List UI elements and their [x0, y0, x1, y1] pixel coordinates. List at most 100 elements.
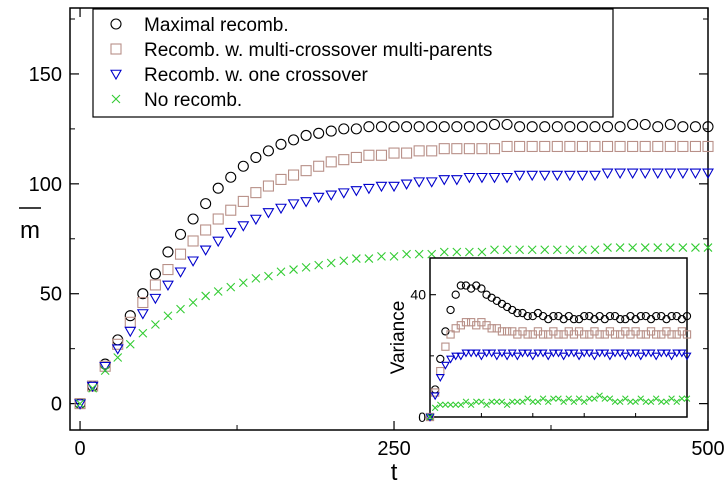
inset-data-point — [589, 352, 600, 361]
data-point — [539, 140, 551, 153]
inset-data-point — [467, 401, 475, 409]
data-point — [100, 366, 110, 376]
data-point — [551, 170, 564, 182]
inset-data-point — [440, 361, 450, 370]
data-point — [526, 170, 539, 182]
data-point — [450, 175, 463, 186]
data-point — [350, 186, 363, 197]
data-point — [275, 138, 287, 150]
legend-label: Recomb. w. multi-crossover multi-parents — [144, 40, 492, 61]
data-point — [212, 236, 225, 248]
data-point — [490, 245, 499, 255]
data-point — [163, 311, 173, 321]
data-point — [414, 249, 424, 259]
data-point — [401, 147, 413, 159]
data-point — [476, 143, 488, 155]
data-point — [99, 361, 112, 373]
data-point — [578, 245, 587, 255]
data-point — [375, 149, 388, 161]
inset-data-point — [667, 352, 677, 361]
inset-data-point — [610, 330, 620, 339]
inset-data-point — [498, 398, 506, 405]
data-point — [325, 125, 337, 137]
main-plot-area: 0 250 500 0 50 100 150 t m — [19, 7, 725, 486]
data-point — [314, 260, 324, 270]
data-point — [264, 271, 273, 281]
data-point — [438, 175, 451, 186]
data-point — [653, 243, 663, 252]
inset-data-point — [446, 355, 456, 364]
data-point — [476, 121, 488, 133]
inset-data-point — [636, 330, 645, 339]
legend-marker — [111, 94, 121, 104]
inset-data-point — [550, 395, 557, 402]
inset-data-point — [652, 311, 661, 321]
inset-data-point — [528, 352, 538, 361]
data-point — [526, 140, 538, 153]
inset-data-point — [580, 311, 589, 321]
data-point — [275, 203, 287, 215]
inset-data-point — [682, 352, 692, 361]
data-point — [337, 188, 350, 199]
data-point — [628, 243, 638, 252]
inset-data-point — [560, 398, 567, 405]
data-point — [689, 168, 702, 179]
inset-data-point — [580, 398, 588, 405]
inset-data-point — [652, 330, 661, 339]
data-point — [514, 121, 526, 133]
data-point — [212, 182, 224, 194]
inset-data-point — [478, 398, 485, 405]
data-point — [364, 254, 374, 263]
data-point — [86, 381, 99, 393]
data-point — [402, 249, 411, 259]
data-point — [678, 243, 688, 252]
inset-data-point — [596, 392, 603, 399]
inset-y-tick-label: 40 — [410, 287, 426, 303]
data-point — [452, 247, 462, 257]
inset-data-point — [586, 395, 593, 402]
data-point — [626, 168, 639, 179]
data-point — [590, 245, 600, 255]
inset-data-point — [559, 352, 569, 361]
inset-data-point — [580, 330, 589, 339]
inset-data-point — [620, 352, 630, 361]
inset-data-point — [466, 349, 476, 358]
inset-data-point — [447, 401, 454, 409]
data-point — [388, 181, 400, 193]
inset-data-point — [513, 308, 522, 318]
inset-data-point — [616, 398, 624, 405]
inset-data-point — [637, 395, 645, 402]
inset-data-point — [461, 349, 471, 358]
inset-data-point — [574, 352, 584, 361]
data-point — [288, 134, 300, 146]
data-point — [162, 264, 174, 276]
data-point — [289, 265, 298, 274]
data-point — [639, 140, 651, 153]
data-point — [691, 243, 700, 252]
inset-data-point — [601, 395, 609, 402]
data-point — [551, 121, 563, 133]
data-point — [664, 118, 676, 131]
data-point — [540, 245, 550, 255]
inset-data-point — [651, 352, 661, 361]
data-point — [615, 243, 625, 252]
inset-data-point — [441, 342, 450, 351]
x-axis-label: t — [391, 459, 398, 485]
data-point — [124, 310, 136, 322]
data-point — [488, 143, 501, 155]
data-point — [213, 287, 223, 296]
data-point — [149, 293, 162, 305]
legend-item-recomb-w-multi-crossover-multi-parents: Recomb. w. multi-crossover multi-parents — [110, 40, 492, 61]
data-point — [149, 279, 161, 291]
data-point — [313, 160, 325, 172]
data-point — [664, 168, 677, 179]
inset-data-point — [451, 352, 461, 361]
inset-data-point — [642, 398, 650, 405]
inset-data-point — [512, 352, 522, 361]
data-point — [188, 298, 198, 307]
y-tick-label: 0 — [51, 394, 62, 416]
data-point — [689, 121, 701, 133]
data-point — [488, 118, 501, 131]
inset-data-point — [668, 395, 675, 402]
data-point — [463, 172, 476, 184]
